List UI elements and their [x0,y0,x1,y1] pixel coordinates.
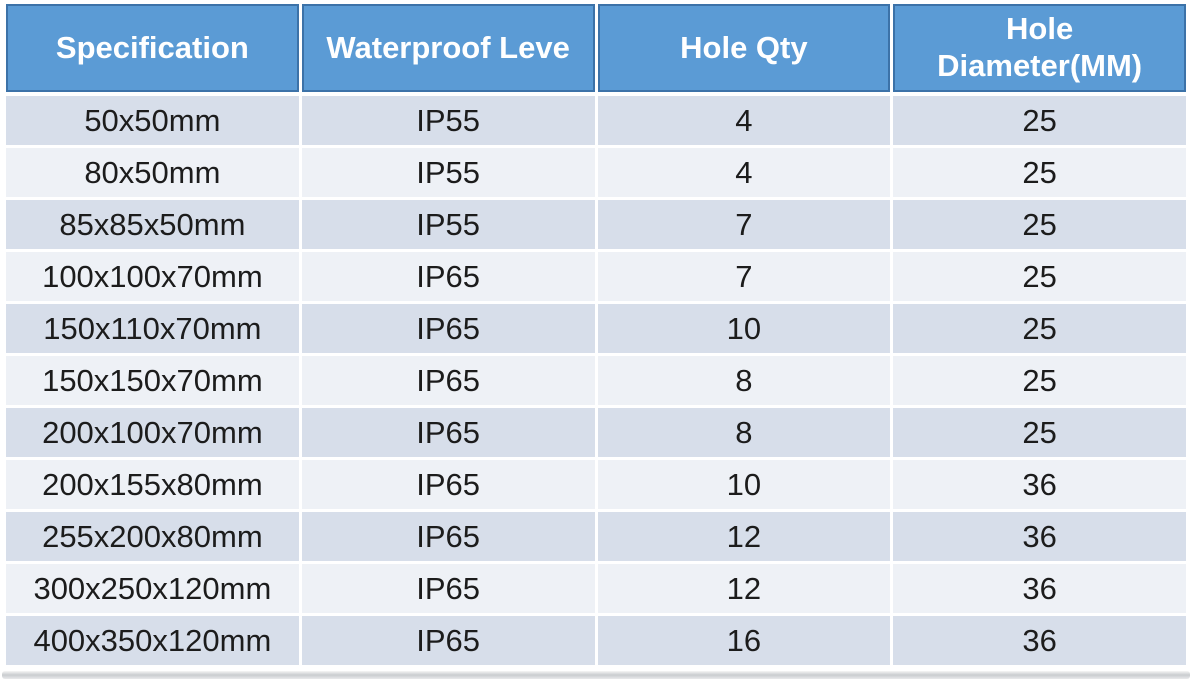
waterproof-level-cell: IP55 [301,96,595,145]
hole-qty-cell: 7 [597,252,891,301]
table-row: 300x250x120mm IP65 12 36 [6,564,1186,613]
hole-qty-cell: 7 [597,200,891,249]
hole-qty-cell: 16 [597,616,891,665]
hole-qty-cell: 12 [597,564,891,613]
hole-diameter-cell: 25 [893,96,1186,145]
spec-cell: 400x350x120mm [6,616,299,665]
waterproof-level-cell: IP65 [301,512,595,561]
spec-cell: 200x155x80mm [6,460,299,509]
column-header-label: Specification [55,29,249,65]
waterproof-level-cell: IP65 [301,252,595,301]
hole-diameter-cell: 25 [893,200,1186,249]
table-row: 100x100x70mm IP65 7 25 [6,252,1186,301]
hole-diameter-cell: 36 [893,460,1186,509]
column-header-label: Waterproof Leve [326,29,570,65]
waterproof-level-cell: IP65 [301,564,595,613]
spec-cell: 150x110x70mm [6,304,299,353]
hole-qty-cell: 4 [597,148,891,197]
spec-cell: 255x200x80mm [6,512,299,561]
hole-diameter-cell: 25 [893,148,1186,197]
table-row: 50x50mm IP55 4 25 [6,96,1186,145]
spec-cell: 150x150x70mm [6,356,299,405]
hole-diameter-cell: 36 [893,616,1186,665]
table-row: 150x110x70mm IP65 10 25 [6,304,1186,353]
table-row: 400x350x120mm IP65 16 36 [6,616,1186,665]
spec-cell: 50x50mm [6,96,299,145]
table-row: 150x150x70mm IP65 8 25 [6,356,1186,405]
hole-diameter-cell: 36 [893,512,1186,561]
waterproof-level-cell: IP65 [301,408,595,457]
hole-diameter-cell: 25 [893,408,1186,457]
waterproof-level-cell: IP65 [301,304,595,353]
column-header-hole-diameter: Hole Diameter(MM) [893,4,1186,92]
table-body: 50x50mm IP55 4 25 80x50mm IP55 4 25 85x8… [6,96,1186,665]
spec-cell: 300x250x120mm [6,564,299,613]
table-row: 85x85x50mm IP55 7 25 [6,200,1186,249]
spec-cell: 85x85x50mm [6,200,299,249]
bottom-shadow-divider [2,671,1190,679]
hole-qty-cell: 10 [597,304,891,353]
table-header-row: Specification Waterproof Leve Hole Qty H… [6,4,1186,92]
spec-cell: 200x100x70mm [6,408,299,457]
waterproof-level-cell: IP65 [301,616,595,665]
waterproof-level-cell: IP65 [301,356,595,405]
table-row: 255x200x80mm IP65 12 36 [6,512,1186,561]
waterproof-level-cell: IP55 [301,200,595,249]
hole-qty-cell: 8 [597,356,891,405]
waterproof-level-cell: IP65 [301,460,595,509]
hole-diameter-cell: 25 [893,356,1186,405]
hole-qty-cell: 4 [597,96,891,145]
hole-qty-cell: 12 [597,512,891,561]
waterproof-level-cell: IP55 [301,148,595,197]
spec-cell: 80x50mm [6,148,299,197]
hole-diameter-cell: 25 [893,252,1186,301]
table-row: 200x155x80mm IP65 10 36 [6,460,1186,509]
column-header-hole-qty: Hole Qty [597,4,891,92]
table-row: 80x50mm IP55 4 25 [6,148,1186,197]
spec-cell: 100x100x70mm [6,252,299,301]
hole-diameter-cell: 25 [893,304,1186,353]
spec-table: Specification Waterproof Leve Hole Qty H… [6,4,1186,668]
column-header-label: Hole Qty [680,29,808,65]
column-header-specification: Specification [6,4,299,92]
table-row: 200x100x70mm IP65 8 25 [6,408,1186,457]
hole-qty-cell: 10 [597,460,891,509]
hole-qty-cell: 8 [597,408,891,457]
hole-diameter-cell: 36 [893,564,1186,613]
column-header-waterproof-level: Waterproof Leve [301,4,595,92]
column-header-label: Hole Diameter(MM) [937,11,1143,83]
